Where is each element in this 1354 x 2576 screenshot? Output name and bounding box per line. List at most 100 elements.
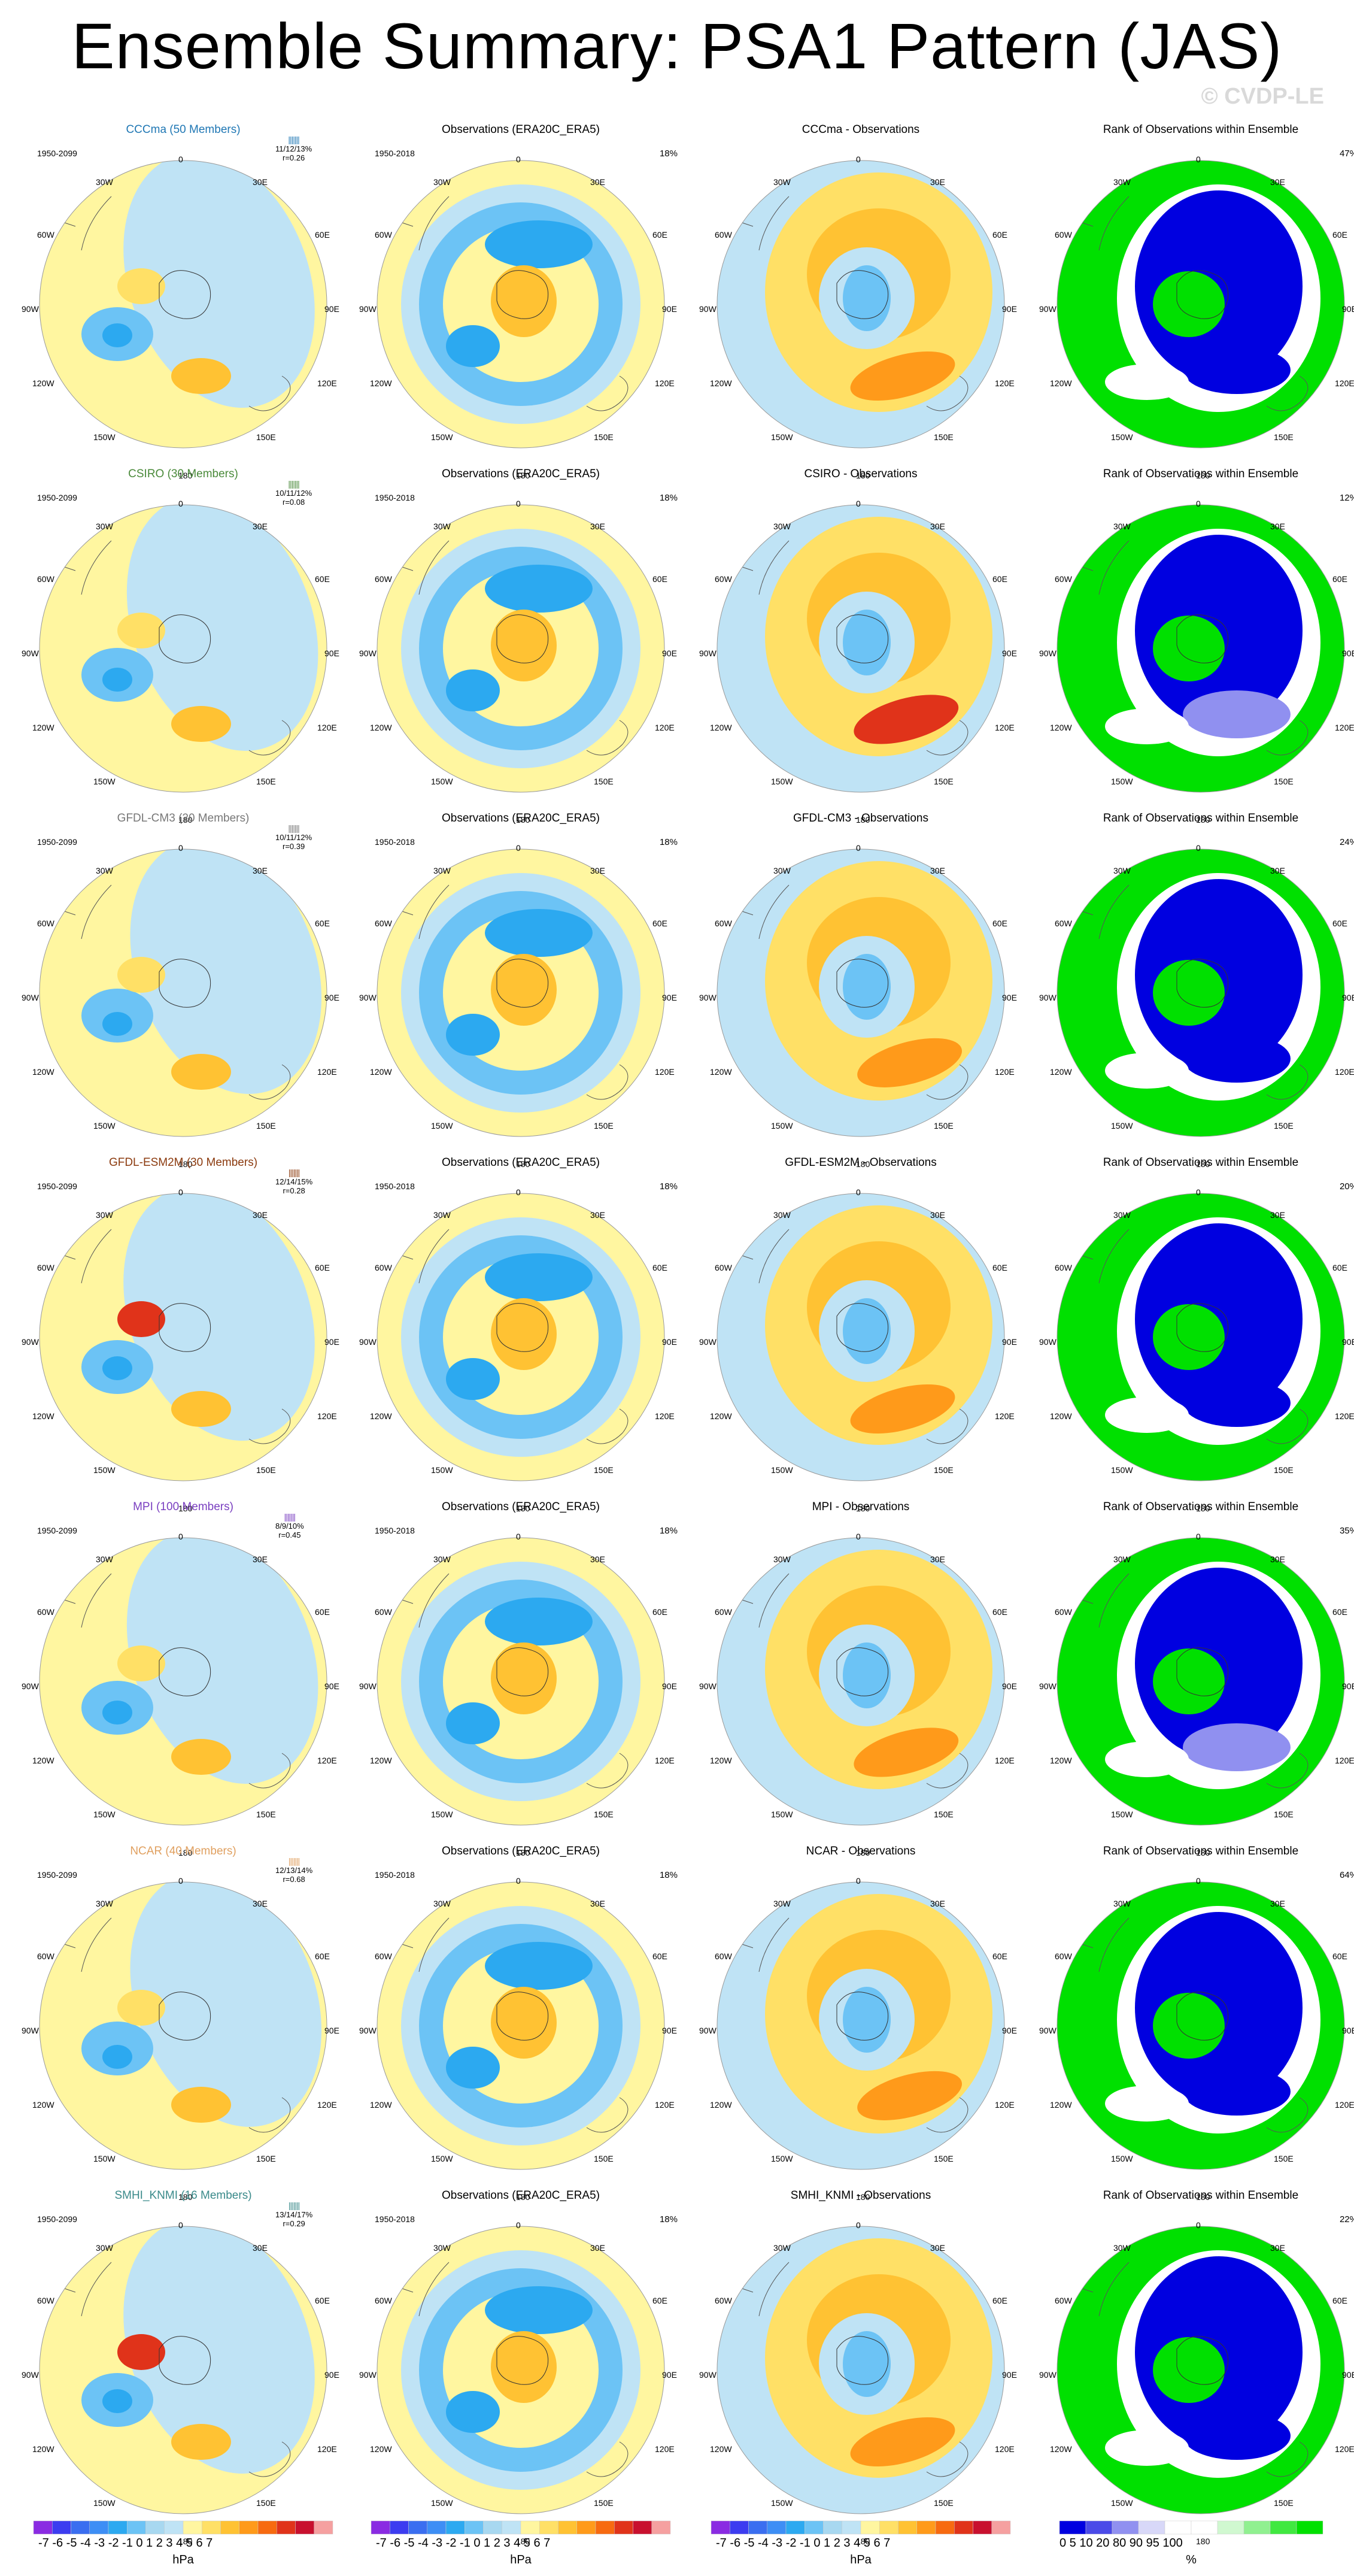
- lon-label-r2: 60E: [1332, 2296, 1347, 2305]
- diff-panel: CCCma - Observations 0 180 30W 30E 60W 60E 90W 9…: [699, 123, 1022, 480]
- obs-panel-title: Observations (ERA20C_ERA5): [442, 1501, 600, 1513]
- ensemble-range: 12/14/15%: [275, 1177, 313, 1186]
- lon-label-l3: 90W: [359, 1337, 377, 1347]
- model-map: [39, 1537, 327, 1826]
- diff-contour-region: [850, 351, 955, 401]
- rank-map: [1057, 848, 1345, 1137]
- colorbar-swatch: [633, 2520, 652, 2535]
- diff-contour-region: [843, 265, 891, 331]
- lon-label-l4: 120W: [370, 1411, 392, 1421]
- lon-label-l2: 60W: [37, 1607, 54, 1617]
- model-years: 1950-2099: [37, 493, 77, 502]
- lon-label-l1: 30W: [1113, 1210, 1131, 1220]
- lon-label-r5: 150E: [1274, 2154, 1294, 2163]
- lon-label-r1: 30E: [1270, 1210, 1285, 1220]
- colorbar-swatch: [183, 2520, 202, 2535]
- model-panel: NCAR (40 Members) 1950-2099 ||||||| 12/13/1…: [22, 1845, 345, 2202]
- pattern-correlation: r=0.68: [283, 1875, 305, 1884]
- rank-contour-region: [1105, 2086, 1189, 2122]
- lon-label-r3: 90E: [1002, 648, 1017, 658]
- lon-label-r4: 120E: [317, 378, 337, 388]
- rank-map: [1057, 504, 1345, 793]
- colorbar-swatch: [767, 2520, 787, 2535]
- diff-panel: SMHI_KNMI - Observations 0 180 30W 30E 60W 60E…: [699, 2189, 1022, 2546]
- obs-contour-region: [446, 1014, 500, 1056]
- lon-label-bottom: 180: [178, 2192, 193, 2202]
- lon-label-l4: 120W: [32, 2444, 54, 2454]
- rank-panel-title: Rank of Observations within Ensemble: [1103, 468, 1299, 480]
- pattern-correlation: r=0.28: [283, 1186, 305, 1195]
- rank-map: [1057, 1537, 1345, 1826]
- colorbar-swatch: [202, 2520, 221, 2535]
- lon-label-r1: 30E: [253, 866, 268, 875]
- colorbar-swatch: [257, 2520, 277, 2535]
- lon-label-l1: 30W: [773, 1899, 791, 1908]
- australia-coastline: [926, 1064, 969, 1100]
- rank-pct: 47%: [1339, 149, 1354, 159]
- ensemble-spread-icon: |||||||: [288, 1168, 300, 1177]
- lon-label-l3: 90W: [699, 2026, 717, 2035]
- diff-contour-region: [854, 695, 959, 744]
- lon-label-l3: 90W: [1039, 648, 1057, 658]
- ensemble-range: 10/11/12%: [275, 489, 312, 498]
- lon-label-r1: 30E: [930, 1210, 945, 1220]
- lon-label-r5: 150E: [256, 2154, 276, 2163]
- pattern-correlation: r=0.45: [278, 1531, 301, 1539]
- lon-label-top: 0: [516, 1187, 521, 1197]
- lon-label-r2: 60E: [315, 230, 330, 240]
- obs-years: 1950-2018: [375, 1181, 415, 1191]
- model-panel-title: SMHI_KNMI (16 Members): [114, 2189, 252, 2202]
- lon-label-r5: 150E: [934, 1810, 954, 1819]
- colorbar-swatch: [730, 2520, 749, 2535]
- lon-label-l3: 90W: [1039, 1681, 1057, 1691]
- rank-contour-region: [1153, 616, 1225, 681]
- colorbar-rank-swatches: [1059, 2520, 1323, 2535]
- model-stats: ||||||| 12/13/14% r=0.68: [275, 1857, 312, 1884]
- lon-label-l1: 30W: [1113, 866, 1131, 875]
- lon-label-l4: 120W: [32, 378, 54, 388]
- lon-label-r2: 60E: [992, 1607, 1007, 1617]
- rank-panel: Rank of Observations within Ensemble 47% 0…: [1039, 123, 1354, 480]
- diff-panel-title: MPI - Observations: [812, 1501, 910, 1513]
- lon-label-l2: 60W: [375, 919, 392, 928]
- model-years: 1950-2099: [37, 1181, 77, 1191]
- ensemble-range: 8/9/10%: [275, 1522, 304, 1531]
- lon-label-r5: 150E: [594, 2498, 614, 2508]
- colorbar-rank-ticks: 0 5 10 20 80 90 95 100: [1059, 2536, 1183, 2550]
- lon-label-l3: 90W: [22, 2370, 39, 2380]
- rank-contour-region: [1153, 960, 1225, 1026]
- colorbar-swatch: [1059, 2520, 1086, 2535]
- colorbar-swatch: [502, 2520, 521, 2535]
- lon-label-l5: 150W: [771, 1121, 793, 1131]
- lon-label-top: 0: [178, 2220, 183, 2230]
- model-contour-region: [171, 1054, 231, 1090]
- lon-label-r2: 60E: [992, 919, 1007, 928]
- lon-label-top: 0: [856, 843, 861, 853]
- lon-label-r5: 150E: [934, 1465, 954, 1475]
- model-panel-title: GFDL-ESM2M (30 Members): [108, 1156, 258, 1169]
- map-boundary: [377, 848, 665, 1137]
- lon-label-bottom: 180: [856, 1504, 870, 1513]
- lon-label-r5: 150E: [934, 1121, 954, 1131]
- lon-label-top: 0: [178, 1187, 183, 1197]
- australia-coastline: [248, 720, 291, 756]
- lon-label-r4: 120E: [317, 2100, 337, 2110]
- lon-label-l4: 120W: [710, 2444, 732, 2454]
- obs-contour-region: [485, 220, 593, 268]
- rank-pct: 24%: [1339, 837, 1354, 847]
- australia-coastline: [248, 1064, 291, 1100]
- australia-coastline: [586, 2097, 629, 2133]
- lon-label-top: 0: [178, 843, 183, 853]
- obs-contour-region: [485, 1598, 593, 1645]
- lon-label-r1: 30E: [590, 1899, 605, 1908]
- lon-label-bottom: 180: [516, 815, 530, 825]
- lon-label-l5: 150W: [93, 2154, 116, 2163]
- lon-label-l5: 150W: [431, 432, 453, 442]
- lon-label-l3: 90W: [359, 304, 377, 314]
- lon-label-r3: 90E: [662, 2370, 677, 2380]
- lon-label-bottom: 180: [178, 1504, 193, 1513]
- lon-label-r3: 90E: [1342, 993, 1354, 1002]
- lon-label-r5: 150E: [594, 777, 614, 786]
- lon-label-l1: 30W: [773, 177, 791, 187]
- lon-label-top: 0: [178, 499, 183, 508]
